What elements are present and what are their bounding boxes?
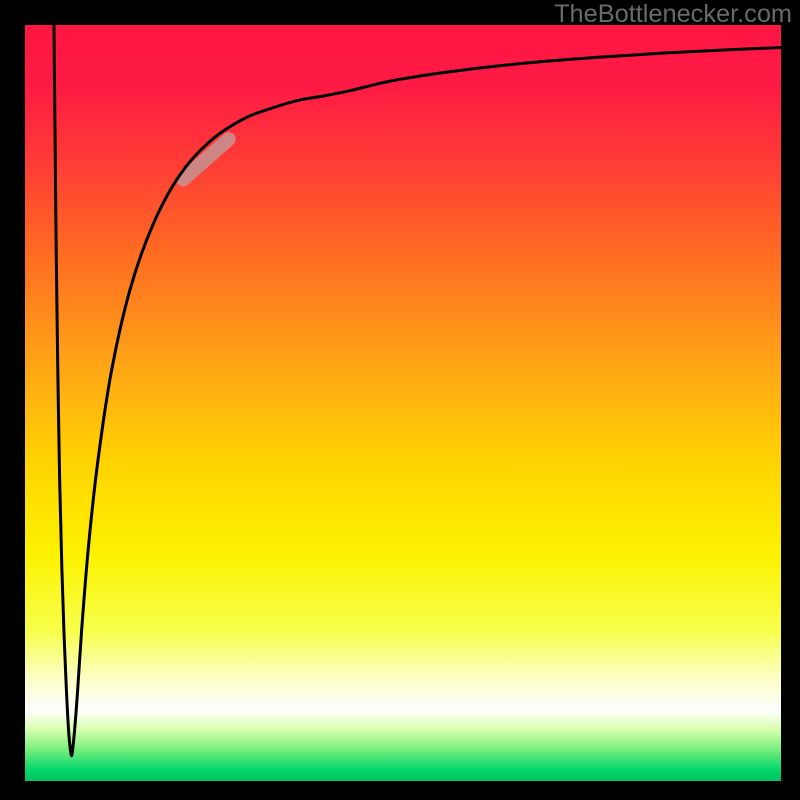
chart-frame: TheBottlenecker.com	[0, 0, 800, 800]
plot-background	[24, 24, 782, 782]
bottleneck-chart	[0, 0, 800, 800]
